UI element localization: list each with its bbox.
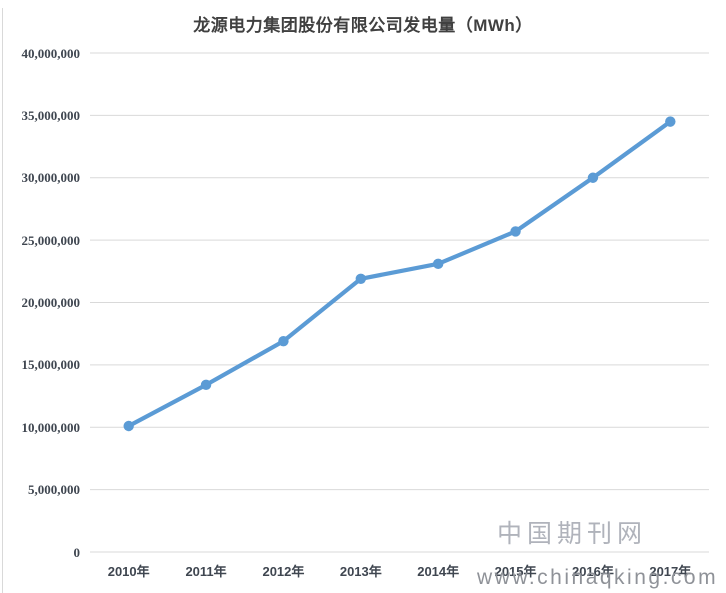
y-axis-tick-label: 0 (73, 544, 81, 560)
x-axis-tick-label: 2014年 (417, 564, 460, 579)
watermark-site-name: 中国期刊网 (497, 521, 648, 548)
data-point-marker (278, 335, 289, 347)
y-axis-tick-label: 20,000,000 (21, 295, 81, 310)
x-axis-tick-label: 2011年 (185, 564, 227, 579)
data-point-marker (355, 273, 367, 284)
series-line (126, 119, 673, 429)
x-axis-tick-label: 2012年 (262, 564, 305, 579)
x-axis-tick-label: 2016年 (571, 564, 614, 579)
data-point-marker (587, 172, 599, 183)
y-axis-tick-label: 40,000,000 (21, 45, 81, 61)
x-axis-tick-label: 2017年 (649, 564, 692, 579)
y-axis-tick-label: 30,000,000 (21, 170, 81, 186)
y-axis-tick-label: 25,000,000 (21, 232, 81, 248)
data-point-marker (200, 379, 212, 391)
y-axis-tick-label: 5,000,000 (28, 482, 80, 498)
x-axis-tick-label: 2015年 (494, 564, 537, 579)
chart-title: 龙源电力集团股份有限公司发电量（MWh） (193, 16, 533, 35)
y-axis-tick-label: 15,000,000 (21, 357, 81, 373)
chart-left-border (2, 8, 3, 593)
y-axis-tick-label: 10,000,000 (21, 419, 81, 435)
x-axis-tick-label: 2010年 (107, 564, 150, 579)
data-point-marker (123, 420, 134, 432)
data-point-marker (432, 258, 444, 270)
x-axis-tick-label: 2013年 (339, 564, 382, 579)
data-point-marker (510, 226, 521, 237)
watermark-site-url: www.chinaqking.com (477, 566, 719, 589)
y-axis-tick-label: 35,000,000 (21, 107, 81, 123)
data-point-marker (665, 116, 676, 127)
